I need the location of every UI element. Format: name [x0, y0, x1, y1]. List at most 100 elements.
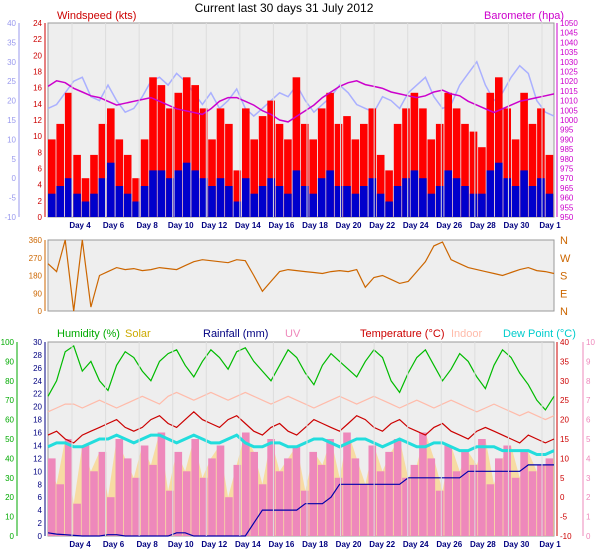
wind-day-ticks: Day 4 Day 6 Day 8 Day 10 Day 12 Day 14 Day 16 D… [69, 23, 561, 230]
day-tick-label: Day 14 [235, 540, 261, 549]
uv-bar [250, 451, 258, 536]
gust-bar [140, 139, 149, 217]
avg-bar [98, 178, 107, 217]
day-tick-label: Day 30 [504, 540, 530, 549]
wind-outer-tick: 40 [7, 19, 16, 28]
rain-tick: 26 [33, 364, 42, 373]
gust-bar [258, 116, 267, 217]
rain-tick: 2 [38, 519, 43, 528]
uv-bar [64, 439, 73, 536]
gust-bar [292, 77, 301, 217]
uv-bar [537, 464, 545, 536]
avg-bar [376, 193, 385, 217]
wind-outer-tick: 0 [12, 174, 17, 183]
dew-tick: 8 [586, 377, 591, 386]
uv-bar [275, 471, 284, 536]
uv-bar [242, 432, 250, 536]
gust-bar [326, 92, 334, 217]
baro-tick: 970 [560, 174, 574, 183]
wind-inner-tick: 14 [33, 100, 42, 109]
dir-tick: 90 [33, 289, 42, 298]
gust-bar [368, 108, 377, 217]
uv-bar [233, 464, 242, 536]
wind-inner-tick: 22 [33, 35, 42, 44]
gust-bar [419, 108, 427, 217]
baro-tick: 1015 [560, 87, 578, 96]
humidity-line [47, 344, 555, 411]
uv-bar [208, 458, 216, 536]
day-tick-label: Day 14 [235, 221, 261, 230]
wind-outer-tick: 5 [12, 155, 17, 164]
day-tick-label: Day 22 [369, 540, 395, 549]
baro-tick: 960 [560, 194, 574, 203]
avg-bar [81, 201, 90, 217]
gust-faint-line [47, 60, 555, 118]
uv-bar [427, 458, 436, 536]
temp-tick: -10 [560, 532, 572, 541]
avg-bar [435, 186, 444, 217]
wind-inner-tick: 4 [38, 181, 43, 190]
wind-outer-tick: 35 [7, 38, 16, 47]
wind-inner-tick: 18 [33, 68, 42, 77]
gust-bar [56, 123, 64, 217]
uv-bar [81, 445, 90, 536]
baro-tick: 975 [560, 165, 574, 174]
humidity-tick: 40 [5, 454, 14, 463]
gust-bar [90, 154, 98, 217]
avg-bar [537, 178, 545, 217]
uv-label: UV [285, 328, 301, 340]
day-tick-label: Day 8 [136, 540, 158, 549]
compass-tick: N [560, 235, 568, 247]
uv-bar [444, 445, 452, 536]
uv-bar [368, 445, 377, 536]
avg-bar [419, 178, 427, 217]
uv-bar [393, 439, 402, 536]
dew-point-label: Dew Point (°C) [503, 328, 576, 340]
uv-bar [191, 439, 199, 536]
avg-bar [140, 186, 149, 217]
avg-bar [199, 178, 208, 217]
baro-tick: 995 [560, 126, 574, 135]
uv-bar [123, 458, 132, 536]
gust-bar [115, 139, 124, 217]
baro-tick: 1030 [560, 58, 578, 67]
rain-tick: 22 [33, 390, 42, 399]
gust-bar [81, 178, 90, 217]
day-tick-label: Day 28 [470, 221, 496, 230]
direction-line [47, 239, 555, 312]
gust-bar [486, 92, 495, 217]
avg-bar [258, 186, 267, 217]
uv-bar [225, 497, 233, 536]
avg-bar [301, 186, 309, 217]
humidity-tick: 0 [10, 532, 15, 541]
gust-bar [267, 100, 275, 217]
baro-tick: 985 [560, 145, 574, 154]
gust-bar [402, 108, 410, 217]
avg-bar [520, 170, 528, 217]
baro-tick: 1045 [560, 29, 578, 38]
uv-bar [376, 471, 385, 536]
uv-bar [503, 445, 511, 536]
rain-tick: 14 [33, 441, 42, 450]
gust-bar [301, 123, 309, 217]
avg-bar [351, 193, 360, 217]
dew-tick: 9 [586, 357, 591, 366]
gust-bar [191, 85, 199, 217]
wind-outer-tick: 20 [7, 97, 16, 106]
gust-bar [478, 147, 486, 217]
uv-bar [174, 451, 183, 536]
weather-day-ticks: Day 4 Day 6 Day 8 Day 10 Day 12 Day 14 Day 16 D… [69, 342, 561, 549]
day-tick-label: Day 1 [539, 540, 561, 549]
temperature-line [47, 410, 555, 444]
rain-tick: 16 [33, 429, 42, 438]
gust-bar [469, 131, 478, 217]
gust-bar [444, 92, 452, 217]
avg-bar [545, 193, 554, 217]
gust-bar [275, 123, 284, 217]
gust-bar [157, 85, 166, 217]
solar-label: Solar [125, 328, 151, 340]
